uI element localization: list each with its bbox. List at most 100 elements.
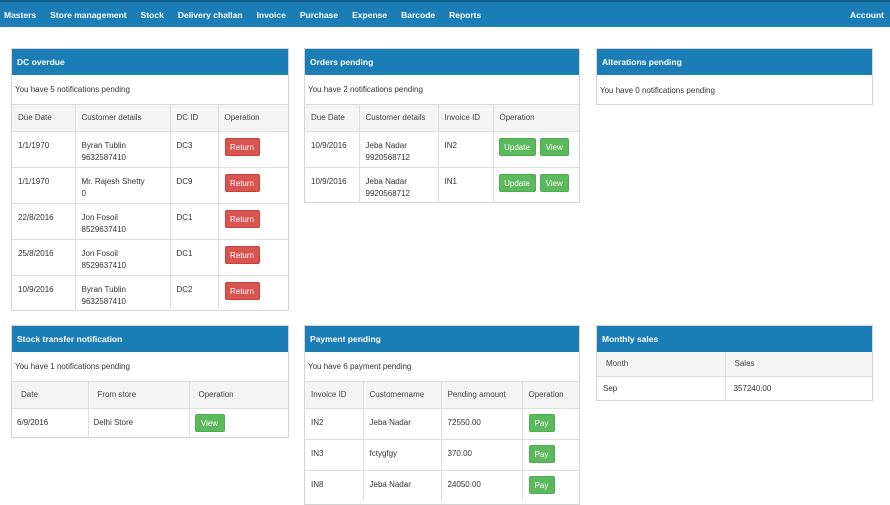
monthly-sales-panel: Monthly sales Month Sales Sep 357240.00	[596, 325, 873, 401]
invoice-id: IN8	[305, 470, 364, 501]
column-header: Due Date	[12, 105, 76, 132]
invoice-id: IN1	[438, 167, 494, 203]
month: Sep	[597, 376, 726, 400]
payment-pending-table: Invoice ID Customername Pending amount O…	[305, 382, 579, 501]
dc-id: DC2	[170, 275, 219, 311]
pending-amount: 72550.00	[441, 408, 523, 440]
nav-menu: Masters Store management Stock Delivery …	[0, 10, 495, 20]
customer-phone: 9632587410	[81, 152, 127, 162]
panel-title: Stock transfer notification	[12, 326, 288, 352]
nav-expense[interactable]: Expense	[352, 9, 388, 20]
table-row: 10/9/2016 Jeba Nadar 9920568712 IN1 Updat…	[305, 167, 579, 203]
panel-title: Payment pending	[305, 326, 579, 352]
dc-id: DC3	[170, 131, 219, 168]
view-button[interactable]: View	[539, 137, 569, 156]
table-row: IN8 Jeba Nadar 24050.00 Pay	[305, 470, 579, 501]
due-date: 22/8/2016	[12, 203, 76, 240]
nav-stock[interactable]: Stock	[140, 9, 164, 20]
column-header: Operation	[493, 105, 579, 132]
invoice-id: IN2	[438, 131, 494, 168]
customer-details: Jeba Nadar 9920568712	[359, 167, 439, 203]
invoice-id: IN2	[305, 408, 364, 440]
view-button[interactable]: View	[539, 173, 569, 192]
table-row: 1/1/1970 Byran Tublin 9632587410 DC3 Retu…	[12, 131, 288, 168]
table-row: 10/9/2016 Jeba Nadar 9920568712 IN2 Updat…	[305, 131, 579, 168]
column-header: Pending amount	[441, 382, 523, 409]
return-button[interactable]: Return	[224, 245, 260, 264]
dc-overdue-table: Due Date Customer details DC ID Operatio…	[12, 105, 288, 311]
nav-invoice[interactable]: Invoice	[256, 9, 286, 20]
customer-name: Jeba Nadar	[365, 140, 407, 150]
column-header: From store	[88, 382, 190, 409]
return-button[interactable]: Return	[224, 209, 260, 228]
orders-pending-table: Due Date Customer details Invoice ID Ope…	[305, 105, 579, 203]
pay-button[interactable]: Pay	[528, 444, 555, 463]
update-button[interactable]: Update	[498, 137, 536, 156]
nav-barcode[interactable]: Barcode	[401, 9, 436, 20]
nav-delivery-challan[interactable]: Delivery challan	[177, 9, 243, 20]
customer-details: Jeba Nadar 9920568712	[359, 131, 439, 168]
due-date: 25/8/2016	[12, 239, 76, 276]
customer-details: Mr. Rajesh Shetty 0	[75, 167, 171, 204]
pay-button[interactable]: Pay	[528, 475, 555, 494]
pending-amount: 24050.00	[441, 470, 523, 501]
monthly-sales-table: Month Sales Sep 357240.00	[597, 352, 872, 400]
column-header: Customer details	[359, 105, 439, 132]
notification-message: You have 1 notifications pending	[12, 352, 288, 382]
notification-message: You have 0 notifications pending	[600, 85, 715, 95]
stock-transfer-table: Date From store Operation 6/9/2016 Delhi…	[12, 382, 288, 437]
table-row: 1/1/1970 Mr. Rajesh Shetty 0 DC9 Return	[12, 167, 288, 204]
column-header: Sales	[725, 352, 872, 377]
return-button[interactable]: Return	[224, 281, 260, 300]
customer-name: fctygfgy	[363, 439, 442, 471]
due-date: 1/1/1970	[12, 131, 76, 168]
from-store: Delhi Store	[88, 408, 190, 437]
customer-name: Byran Tublin	[81, 140, 126, 150]
dc-id: DC9	[170, 167, 219, 204]
column-header: Customer details	[75, 105, 171, 132]
table-row: 6/9/2016 Delhi Store View	[12, 408, 288, 437]
return-button[interactable]: Return	[224, 173, 260, 192]
customer-phone: 9632587410	[81, 296, 127, 306]
customer-phone: 0	[81, 188, 86, 198]
customer-name: Jeba Nadar	[365, 176, 407, 186]
invoice-id: IN3	[305, 439, 364, 471]
column-header: Month	[597, 352, 726, 377]
column-header: Customername	[363, 382, 442, 409]
update-button[interactable]: Update	[498, 173, 536, 192]
panel-title: DC overdue	[12, 49, 288, 75]
alterations-pending-panel: Alterations pending You have 0 notificat…	[596, 48, 873, 105]
customer-phone: 9920568712	[365, 152, 411, 162]
column-header: Operation	[189, 382, 288, 409]
top-navbar: Masters Store management Stock Delivery …	[0, 0, 890, 27]
customer-phone: 8529637410	[81, 224, 127, 234]
panel-title: Orders pending	[305, 49, 579, 75]
customer-details: Jon Fosoil 8529637410	[75, 203, 171, 240]
nav-account[interactable]: Account	[850, 9, 884, 20]
nav-purchase[interactable]: Purchase	[299, 9, 339, 20]
customer-name: Jeba Nadar	[363, 408, 442, 440]
view-button[interactable]: View	[194, 413, 225, 432]
due-date: 10/9/2016	[305, 131, 360, 168]
customer-details: Jon Fosoil 8529637410	[75, 239, 171, 276]
column-header: Operation	[218, 105, 288, 132]
column-header: Invoice ID	[305, 382, 364, 409]
customer-details: Byran Tublin 9632587410	[75, 275, 171, 311]
notification-message: You have 6 payment pending	[305, 352, 579, 382]
customer-phone: 8529637410	[81, 260, 127, 270]
table-row: 25/8/2016 Jon Fosoil 8529637410 DC1 Retur…	[12, 239, 288, 276]
table-row: 10/9/2016 Byran Tublin 9632587410 DC2 Ret…	[12, 275, 288, 311]
nav-masters[interactable]: Masters	[4, 9, 37, 20]
nav-store-management[interactable]: Store management	[50, 9, 127, 20]
due-date: 1/1/1970	[12, 167, 76, 204]
due-date: 10/9/2016	[12, 275, 76, 311]
column-header: DC ID	[170, 105, 219, 132]
pending-amount: 370.00	[441, 439, 523, 471]
return-button[interactable]: Return	[224, 137, 260, 156]
notification-message: You have 5 notifications pending	[12, 75, 288, 105]
nav-reports[interactable]: Reports	[449, 9, 482, 20]
customer-name: Byran Tublin	[81, 284, 126, 294]
pay-button[interactable]: Pay	[528, 413, 555, 432]
customer-name: Jon Fosoil	[81, 248, 118, 258]
stock-transfer-panel: Stock transfer notification You have 1 n…	[11, 325, 289, 438]
